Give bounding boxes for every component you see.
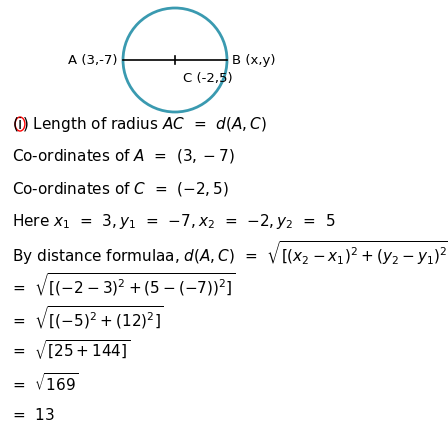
Text: =  $\sqrt{[(-5)^2 + (12)^2]}$: = $\sqrt{[(-5)^2 + (12)^2]}$ xyxy=(12,305,164,331)
Text: (i) Length of radius $AC$  =  $d(A, C)$: (i) Length of radius $AC$ = $d(A, C)$ xyxy=(12,115,267,133)
Text: =  $13$: = $13$ xyxy=(12,407,55,423)
Text: A (3,-7): A (3,-7) xyxy=(69,54,118,66)
Text: B (x,y): B (x,y) xyxy=(232,54,276,66)
Text: =  $\sqrt{[25 + 144]}$: = $\sqrt{[25 + 144]}$ xyxy=(12,338,130,362)
Text: =  $\sqrt{[(-2-3)^2 + (5-(-7))^2]}$: = $\sqrt{[(-2-3)^2 + (5-(-7))^2]}$ xyxy=(12,272,236,299)
Text: Co-ordinates of $A$  =  $(3,-7)$: Co-ordinates of $A$ = $(3,-7)$ xyxy=(12,148,235,165)
Text: Co-ordinates of $C$  =  $(-2,5)$: Co-ordinates of $C$ = $(-2,5)$ xyxy=(12,180,229,198)
Text: =  $\sqrt{169}$: = $\sqrt{169}$ xyxy=(12,372,79,394)
Text: By distance formulaa, $d(A,C)$  =  $\sqrt{[(x_2 - x_1)^2 + (y_2 - y_1)^2]}$: By distance formulaa, $d(A,C)$ = $\sqrt{… xyxy=(12,239,448,268)
Text: Here $x_1$  =  $3, y_1$  =  $-7, x_2$  =  $-2, y_2$  =  $5$: Here $x_1$ = $3, y_1$ = $-7, x_2$ = $-2,… xyxy=(12,212,336,230)
Text: C (-2,5): C (-2,5) xyxy=(183,72,233,85)
